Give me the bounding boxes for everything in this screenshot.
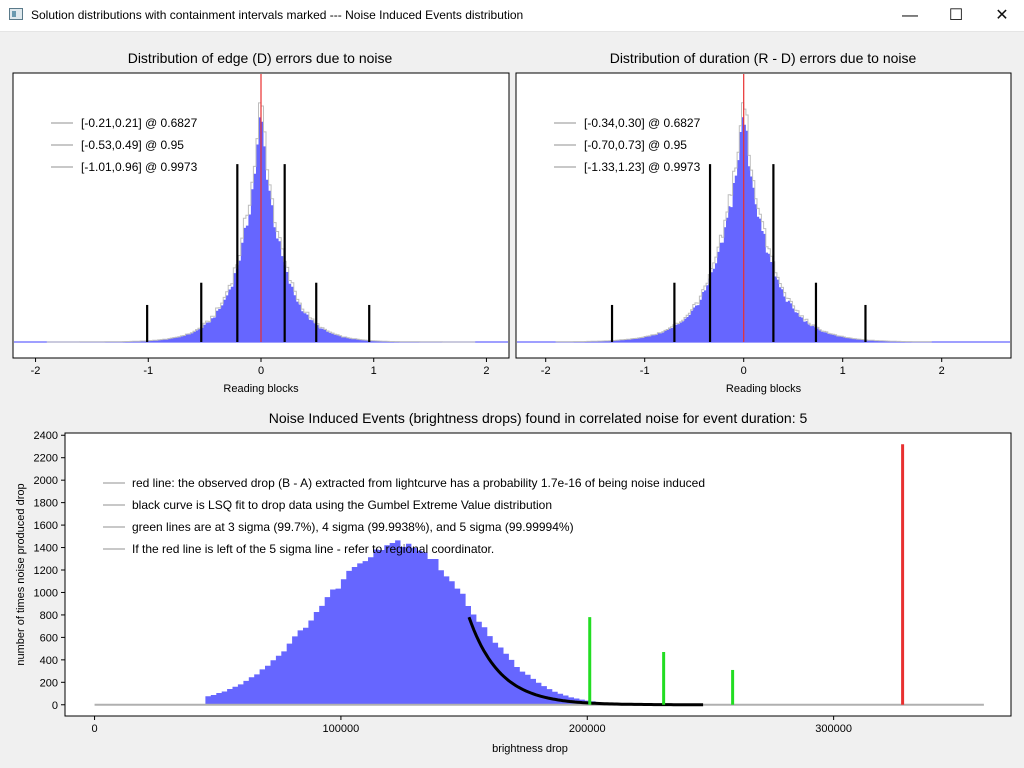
nie-xtick-label: 100000 bbox=[323, 723, 360, 735]
nie-ytick-label: 0 bbox=[52, 700, 58, 712]
nie-xtick-label: 300000 bbox=[815, 723, 852, 735]
nie-ytick-label: 2000 bbox=[34, 475, 58, 487]
nie-ytick-label: 200 bbox=[40, 677, 58, 689]
duration-legend-label-3: [-1.33,1.23] @ 0.9973 bbox=[584, 160, 701, 174]
nie-plot-area bbox=[64, 432, 1012, 717]
edge-chart-group: [-0.21,0.21] @ 0.6827 [-0.53,0.49] @ 0.95… bbox=[12, 72, 510, 395]
duration-chart-title: Distribution of duration (R - D) errors … bbox=[609, 50, 917, 66]
edge-xtick-label: 2 bbox=[483, 365, 489, 377]
duration-xtick-label: 1 bbox=[840, 365, 846, 377]
app-icon bbox=[9, 8, 23, 20]
nie-legend-label-4: If the red line is left of the 5 sigma l… bbox=[132, 542, 494, 556]
title-bar: Solution distributions with containment … bbox=[0, 0, 1024, 32]
duration-xtick-label: -1 bbox=[640, 365, 650, 377]
edge-xtick-label: -2 bbox=[31, 365, 41, 377]
maximize-button[interactable]: ☐ bbox=[948, 7, 964, 24]
nie-ytick-label: 2400 bbox=[34, 430, 58, 442]
edge-xtick-label: 0 bbox=[258, 365, 264, 377]
duration-legend-label-1: [-0.34,0.30] @ 0.6827 bbox=[584, 116, 701, 130]
nie-chart-title: Noise Induced Events (brightness drops) … bbox=[268, 410, 808, 426]
duration-xtick-label: 0 bbox=[741, 365, 747, 377]
nie-histogram-bars bbox=[205, 540, 704, 705]
nie-legend-label-2: black curve is LSQ fit to drop data usin… bbox=[132, 498, 552, 512]
edge-chart-title: Distribution of edge (D) errors due to n… bbox=[127, 50, 393, 66]
nie-legend-label-3: green lines are at 3 sigma (99.7%), 4 si… bbox=[132, 520, 574, 534]
nie-xlabel: brightness drop bbox=[492, 743, 568, 755]
edge-xlabel: Reading blocks bbox=[223, 383, 299, 395]
duration-legend-label-2: [-0.70,0.73] @ 0.95 bbox=[584, 138, 687, 152]
close-button[interactable]: ✕ bbox=[995, 7, 1009, 24]
nie-ylabel: number of times noise produced drop bbox=[15, 483, 27, 665]
minimize-button[interactable]: — bbox=[902, 7, 918, 24]
nie-ytick-label: 1200 bbox=[34, 565, 58, 577]
duration-xtick-label: 2 bbox=[939, 365, 945, 377]
nie-ytick-label: 1800 bbox=[34, 498, 58, 510]
nie-ytick-label: 800 bbox=[40, 610, 58, 622]
nie-chart-group: red line: the observed drop (B - A) extr… bbox=[15, 430, 1012, 755]
edge-legend-label-1: [-0.21,0.21] @ 0.6827 bbox=[81, 116, 198, 130]
duration-chart-group: [-0.34,0.30] @ 0.6827 [-0.70,0.73] @ 0.95… bbox=[515, 72, 1012, 395]
duration-xlabel: Reading blocks bbox=[726, 383, 802, 395]
nie-legend-label-1: red line: the observed drop (B - A) extr… bbox=[132, 476, 705, 490]
edge-xtick-label: -1 bbox=[143, 365, 153, 377]
nie-ytick-label: 600 bbox=[40, 632, 58, 644]
edge-xtick-label: 1 bbox=[371, 365, 377, 377]
nie-ytick-label: 1000 bbox=[34, 587, 58, 599]
nie-ytick-label: 1600 bbox=[34, 520, 58, 532]
edge-legend-label-2: [-0.53,0.49] @ 0.95 bbox=[81, 138, 184, 152]
nie-ytick-label: 400 bbox=[40, 655, 58, 667]
duration-xtick-label: -2 bbox=[541, 365, 551, 377]
nie-xtick-label: 200000 bbox=[569, 723, 606, 735]
nie-xtick-label: 0 bbox=[92, 723, 98, 735]
edge-legend-label-3: [-1.01,0.96] @ 0.9973 bbox=[81, 160, 198, 174]
nie-ytick-label: 2200 bbox=[34, 453, 58, 465]
window-title: Solution distributions with containment … bbox=[31, 8, 524, 22]
nie-ytick-label: 1400 bbox=[34, 543, 58, 555]
